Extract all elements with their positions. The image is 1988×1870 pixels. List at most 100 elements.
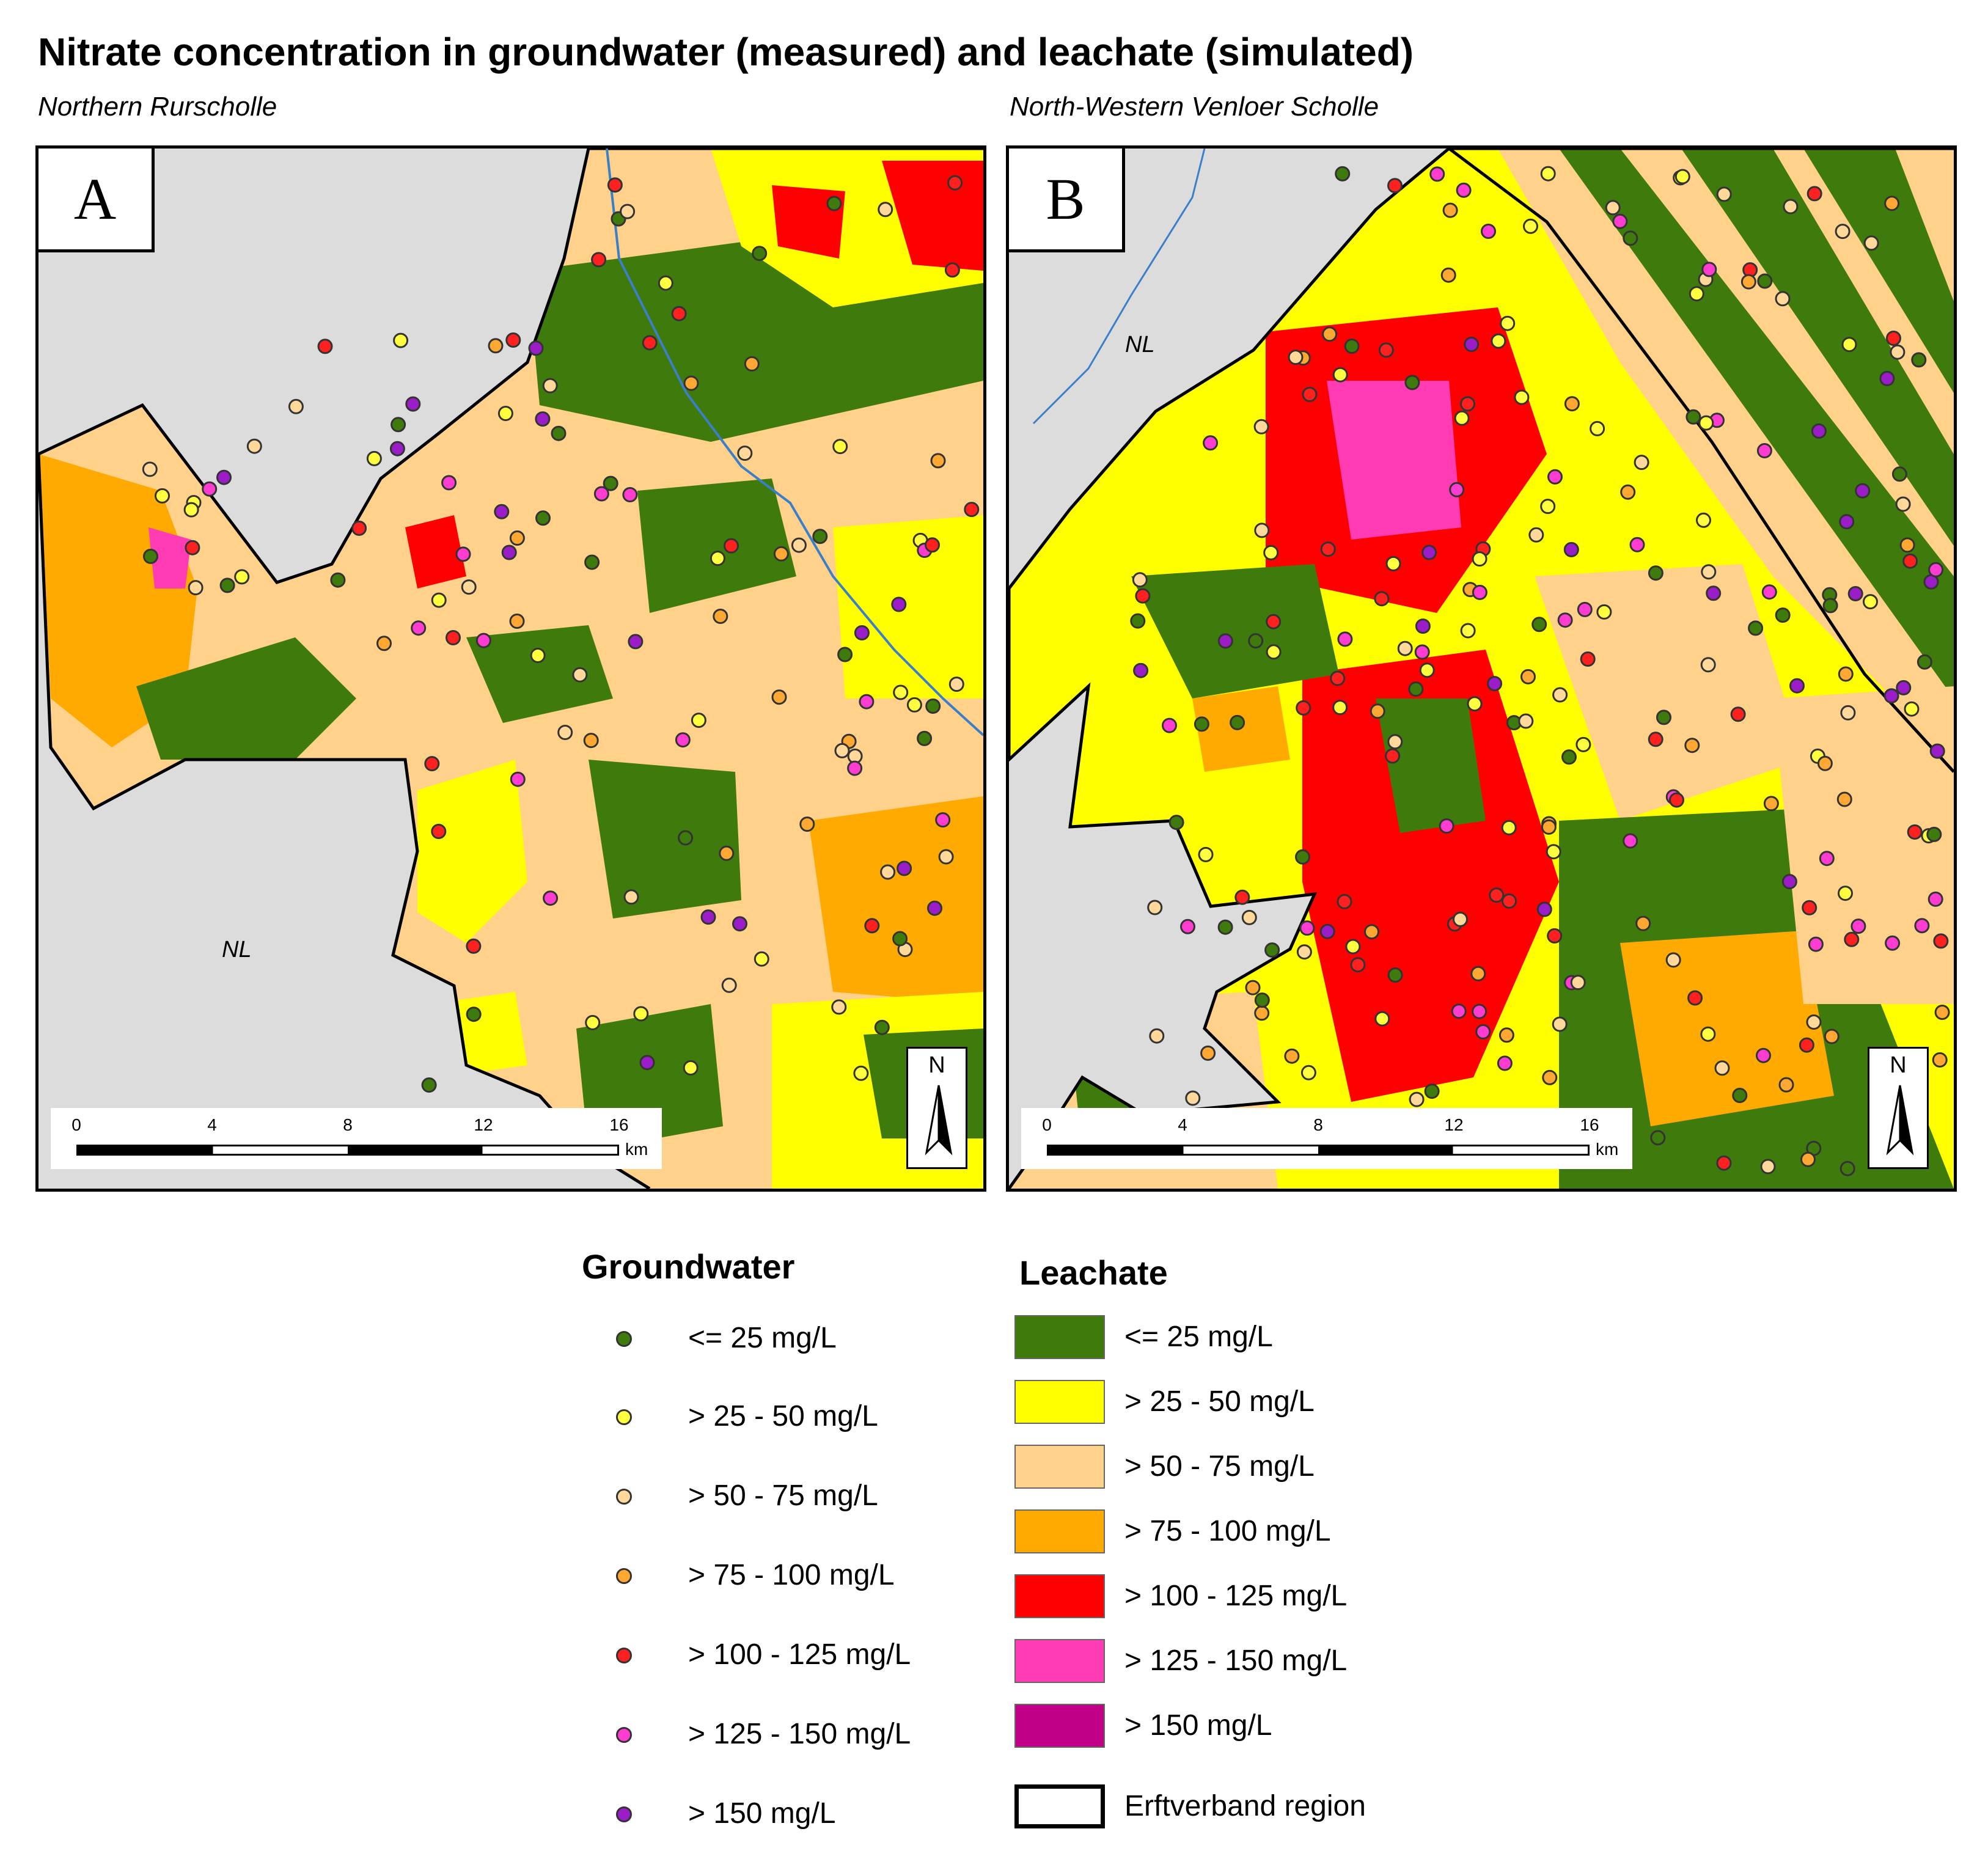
groundwater-point	[1198, 846, 1214, 862]
panel-b-scalebar: 0 4 8 12 16 km	[1021, 1108, 1632, 1169]
groundwater-point	[1732, 1088, 1748, 1103]
map-panel-b[interactable]: B NL 0 4 8 12 16 km N	[1006, 145, 1957, 1192]
map-a-boundary	[39, 148, 983, 1189]
groundwater-point	[1799, 1037, 1814, 1053]
groundwater-point	[1540, 166, 1556, 182]
groundwater-point	[1928, 562, 1944, 578]
groundwater-point	[710, 551, 725, 566]
legend-le-label-5: > 100 - 125 mg/L	[1124, 1580, 1348, 1612]
groundwater-point	[1319, 923, 1335, 939]
groundwater-point	[1467, 696, 1483, 712]
legend-gw-label-5: > 100 - 125 mg/L	[688, 1638, 911, 1671]
legend-gw-dot-2	[616, 1409, 632, 1425]
groundwater-point	[411, 620, 427, 636]
panel-a-scalebar: 0 4 8 12 16 km	[51, 1108, 662, 1169]
groundwater-point	[584, 554, 600, 570]
groundwater-point	[1421, 544, 1437, 560]
groundwater-point	[1817, 755, 1833, 771]
groundwater-point	[1547, 469, 1563, 485]
groundwater-point	[1648, 565, 1663, 581]
scale-bar-graphic	[76, 1145, 619, 1156]
panel-b-letter: B	[1009, 148, 1125, 252]
groundwater-point	[1130, 613, 1146, 629]
scale-tick-8: 8	[1313, 1115, 1323, 1134]
groundwater-point	[880, 864, 896, 880]
scale-tick-16: 16	[1580, 1115, 1599, 1134]
groundwater-point	[219, 578, 235, 593]
groundwater-point	[1895, 496, 1911, 512]
legend-gw-label-3: > 50 - 75 mg/L	[688, 1480, 878, 1512]
groundwater-point	[1836, 791, 1852, 807]
groundwater-point	[1451, 1003, 1467, 1019]
groundwater-point	[501, 544, 517, 560]
groundwater-point	[1501, 820, 1517, 835]
groundwater-point	[1330, 670, 1346, 686]
groundwater-point	[1656, 710, 1671, 725]
groundwater-point	[1414, 644, 1430, 660]
groundwater-point	[1337, 893, 1352, 909]
groundwater-point	[1612, 213, 1628, 229]
groundwater-point	[1885, 935, 1901, 951]
panel-b-nl-label: NL	[1125, 332, 1155, 358]
groundwater-point	[505, 332, 521, 348]
groundwater-point	[1580, 651, 1596, 667]
groundwater-point	[1132, 572, 1148, 588]
scale-unit: km	[1596, 1140, 1619, 1159]
groundwater-point	[583, 733, 599, 749]
groundwater-point	[744, 356, 760, 372]
groundwater-point	[1470, 966, 1486, 981]
groundwater-point	[317, 339, 333, 354]
map-panel-a[interactable]: A NL 0 4 8 12 16 km N	[35, 145, 986, 1192]
scale-tick-12: 12	[474, 1115, 493, 1134]
groundwater-point	[530, 648, 546, 663]
legend-le-label-7: > 150 mg/L	[1124, 1709, 1272, 1742]
groundwater-point	[947, 175, 963, 191]
groundwater-point	[1763, 796, 1779, 812]
groundwater-point	[1547, 928, 1563, 944]
groundwater-point	[1706, 585, 1722, 601]
groundwater-point	[1552, 687, 1568, 703]
groundwater-point	[683, 1060, 699, 1076]
map-a-groundwater-points	[142, 175, 980, 1093]
groundwater-point	[1337, 631, 1353, 647]
groundwater-point	[1634, 455, 1649, 471]
legend-le-label-4: > 75 - 100 mg/L	[1124, 1515, 1331, 1547]
groundwater-point	[607, 177, 623, 193]
groundwater-point	[1716, 1155, 1732, 1171]
scale-tick-8: 8	[343, 1115, 353, 1134]
groundwater-point	[1449, 482, 1465, 497]
groundwater-point	[1203, 435, 1219, 451]
groundwater-point	[964, 502, 980, 518]
groundwater-point	[944, 262, 960, 278]
groundwater-point	[1491, 333, 1506, 349]
groundwater-point	[642, 335, 658, 351]
groundwater-point	[1684, 738, 1700, 754]
groundwater-point	[1879, 370, 1895, 386]
groundwater-point	[1453, 911, 1468, 927]
groundwater-point	[488, 338, 504, 354]
groundwater-point	[1570, 975, 1586, 991]
groundwater-point	[1475, 1024, 1491, 1040]
groundwater-point	[1302, 386, 1318, 402]
groundwater-point	[893, 684, 909, 700]
groundwater-point	[551, 425, 567, 441]
groundwater-point	[1596, 604, 1612, 620]
groundwater-point	[1498, 1027, 1514, 1043]
north-label: N	[928, 1052, 945, 1078]
groundwater-point	[510, 771, 526, 787]
groundwater-point	[497, 406, 513, 421]
groundwater-point	[1378, 342, 1394, 358]
groundwater-point	[1775, 291, 1791, 307]
groundwater-point	[1802, 900, 1817, 915]
groundwater-point	[1674, 169, 1690, 185]
legend-region-label: Erftverband region	[1124, 1790, 1366, 1822]
legend-groundwater-heading: Groundwater	[582, 1247, 795, 1286]
north-arrow-icon	[925, 1085, 953, 1156]
groundwater-point	[1840, 705, 1856, 721]
groundwater-point	[393, 332, 409, 348]
groundwater-point	[1133, 662, 1149, 678]
map-b-canvas	[1009, 148, 1954, 1189]
groundwater-point	[1822, 598, 1838, 614]
groundwater-point	[1254, 522, 1270, 538]
groundwater-point	[391, 417, 406, 433]
